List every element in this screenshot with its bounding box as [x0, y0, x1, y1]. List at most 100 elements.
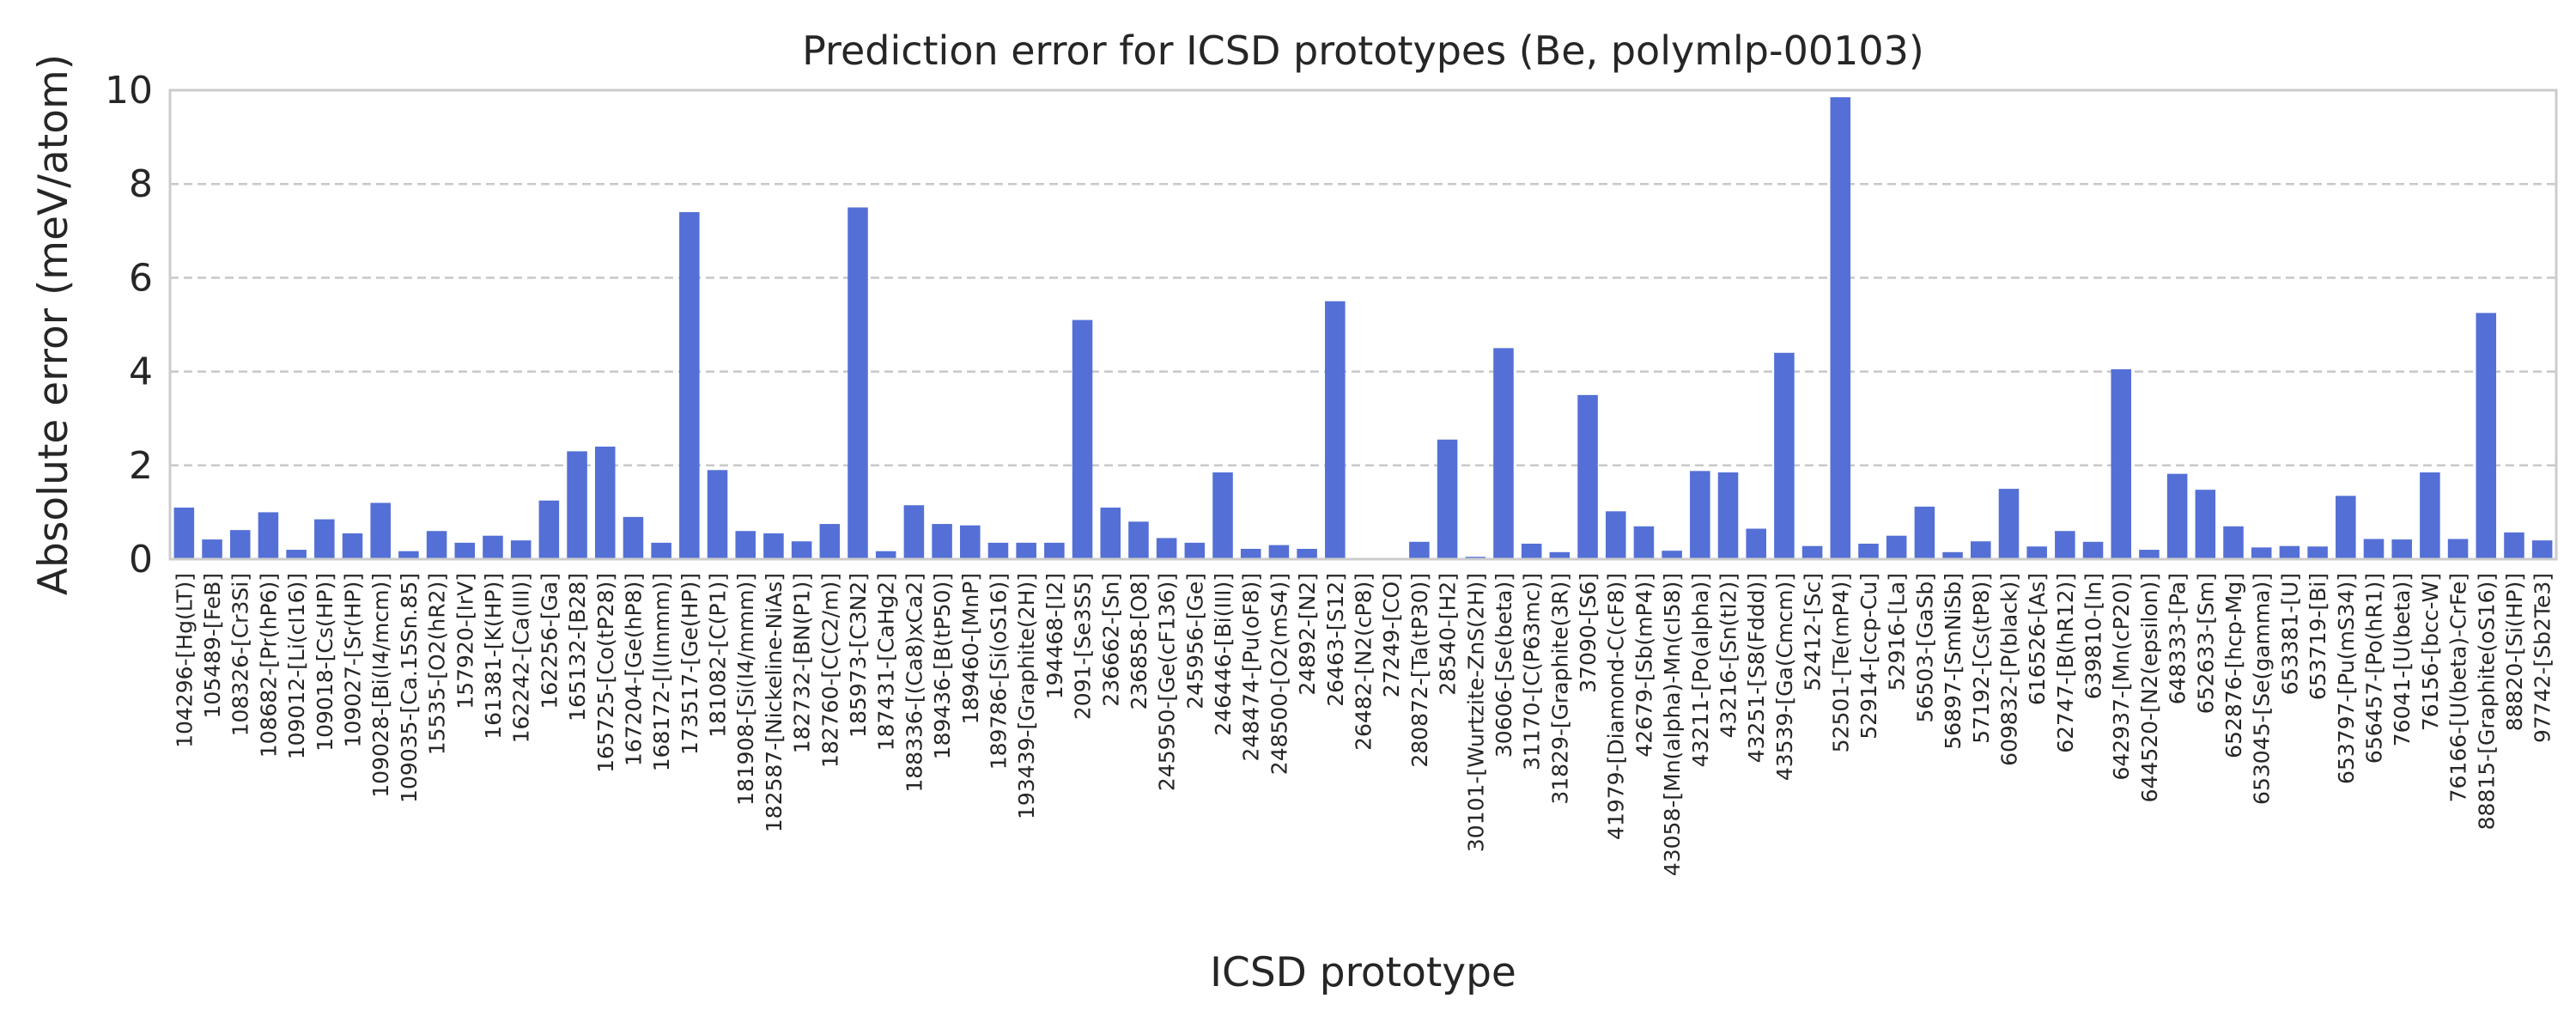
x-tick-label: 189436-[B(tP50)]	[930, 573, 955, 759]
x-tick-label: 15535-[O2(hR2)]	[425, 573, 450, 755]
bar	[370, 502, 391, 559]
bar	[1100, 507, 1121, 559]
x-tick-label: 109018-[Cs(HP)]	[313, 573, 337, 752]
x-tick-label: 236858-[O8]	[1127, 573, 1151, 710]
x-tick-label: 639810-[In]	[2081, 573, 2106, 699]
bar	[538, 500, 560, 559]
x-tick-label: 42679-[Sb(mP4)]	[1631, 573, 1656, 758]
bar	[2055, 531, 2075, 559]
bar	[2391, 539, 2412, 559]
bar	[1016, 542, 1036, 559]
bar	[707, 470, 728, 559]
x-tick-label: 157920-[IrV]	[453, 573, 477, 709]
x-tick-label: 248500-[O2(mS4)]	[1267, 573, 1291, 775]
x-tick-label: 57192-[Cs(tP8)]	[1969, 573, 1994, 744]
x-tick-label: 246446-[Bi(III)]	[1211, 573, 1236, 736]
bar	[2476, 313, 2497, 559]
bar	[1325, 301, 1346, 559]
y-tick-label: 4	[129, 350, 153, 394]
x-tick-label: 173517-[Ge(HP)]	[677, 573, 702, 755]
bar	[510, 540, 532, 559]
bar	[1690, 471, 1710, 559]
x-tick-label: 27249-[CO]	[1379, 573, 1404, 697]
bar	[932, 524, 952, 559]
x-tick-label: 182760-[C(C2/m)]	[817, 573, 842, 768]
bar	[1437, 439, 1458, 559]
bar	[875, 551, 896, 559]
bar	[258, 512, 279, 559]
bar	[903, 505, 925, 559]
x-tick-label: 24892-[N2]	[1295, 573, 1320, 696]
y-tick-label: 2	[129, 444, 153, 488]
x-tick-label: 41979-[Diamond-C(cF8)]	[1604, 573, 1629, 840]
bar	[2307, 546, 2328, 559]
bar	[1212, 472, 1233, 559]
x-tick-label: 43216-[Sn(tI2)]	[1716, 573, 1741, 738]
bar	[2420, 472, 2440, 559]
x-tick-label: 609832-[P(black)]	[1996, 573, 2021, 766]
bar	[1774, 352, 1795, 559]
bar	[1914, 506, 1935, 559]
x-tick-label: 236662-[Sn]	[1098, 573, 1123, 707]
x-tick-label: 194468-[I2]	[1042, 573, 1067, 699]
bar	[1409, 541, 1430, 559]
x-tick-label: 652633-[Sm]	[2193, 573, 2218, 714]
bar	[2082, 541, 2104, 559]
x-tick-label: 162242-[Ca(III)]	[509, 573, 534, 743]
x-tick-label: 26463-[S12]	[1323, 573, 1348, 707]
bar	[1184, 542, 1206, 559]
bar	[2166, 473, 2188, 559]
bar	[848, 207, 868, 559]
x-tick-label: 43539-[Ga(Cmcm)]	[1772, 573, 1797, 781]
x-tick-label: 165725-[Co(tP28)]	[593, 573, 618, 773]
bar	[1577, 394, 1598, 559]
bar	[1801, 545, 1823, 559]
x-tick-label: 104296-[Hg(LT)]	[172, 573, 197, 748]
bar	[2279, 545, 2300, 559]
bar	[1633, 526, 1655, 559]
x-tick-label: 182732-[BN(P1)]	[790, 573, 815, 753]
x-tick-label: 43211-[Po(alpha)]	[1688, 573, 1713, 767]
y-tick-label: 10	[105, 69, 153, 113]
bar	[1717, 472, 1739, 559]
bar	[567, 451, 587, 559]
bar	[1662, 551, 1682, 559]
x-tick-label: 653719-[Bi]	[2306, 573, 2330, 700]
y-tick-label: 0	[129, 538, 153, 581]
x-tick-label: 97742-[Sb2Te3]	[2530, 573, 2555, 743]
x-tick-label: 31170-[C(P63mc)]	[1520, 573, 1545, 770]
bar	[1858, 543, 1879, 559]
x-tick-label: 30101-[Wurtzite-ZnS(2H)]	[1463, 573, 1488, 852]
y-tick-labels: 0 2 4 6 8 10	[105, 69, 153, 581]
bar	[1044, 542, 1065, 559]
bar	[202, 539, 222, 559]
bar	[1971, 541, 1991, 559]
x-tick-label: 31829-[Graphite(3R)]	[1547, 573, 1572, 805]
bar	[2504, 532, 2524, 559]
x-tick-label: 105489-[FeB]	[200, 573, 225, 719]
bar	[426, 531, 447, 559]
x-axis-label: ICSD prototype	[1210, 949, 1516, 996]
x-tick-label: 162256-[Ga]	[537, 573, 562, 709]
bar	[1268, 545, 1290, 559]
x-tick-label: 56897-[SmNiSb]	[1941, 573, 1965, 750]
bar	[2026, 546, 2047, 559]
bar	[791, 541, 812, 559]
bar	[2111, 368, 2132, 559]
bar	[1297, 548, 1317, 559]
x-tick-label: 76041-[U(beta)]	[2390, 573, 2415, 746]
x-tick-label: 189786-[Si(oS16)]	[986, 573, 1011, 770]
bar	[623, 516, 644, 559]
chart-title: Prediction error for ICSD prototypes (Be…	[802, 27, 1924, 74]
bar	[1521, 543, 1542, 559]
bar	[1240, 548, 1261, 559]
bars	[173, 97, 2553, 559]
gridlines	[170, 182, 2556, 467]
x-tick-label: 108682-[Pr(hP6)]	[256, 573, 281, 758]
x-tick-label: 181908-[Si(I4/mmm)]	[733, 573, 758, 806]
x-tick-label: 182587-[Nickeline-NiAs]	[762, 573, 787, 832]
x-tick-label: 30606-[Se(beta)]	[1492, 573, 1516, 758]
bar	[286, 550, 307, 559]
bar	[1072, 320, 1093, 559]
